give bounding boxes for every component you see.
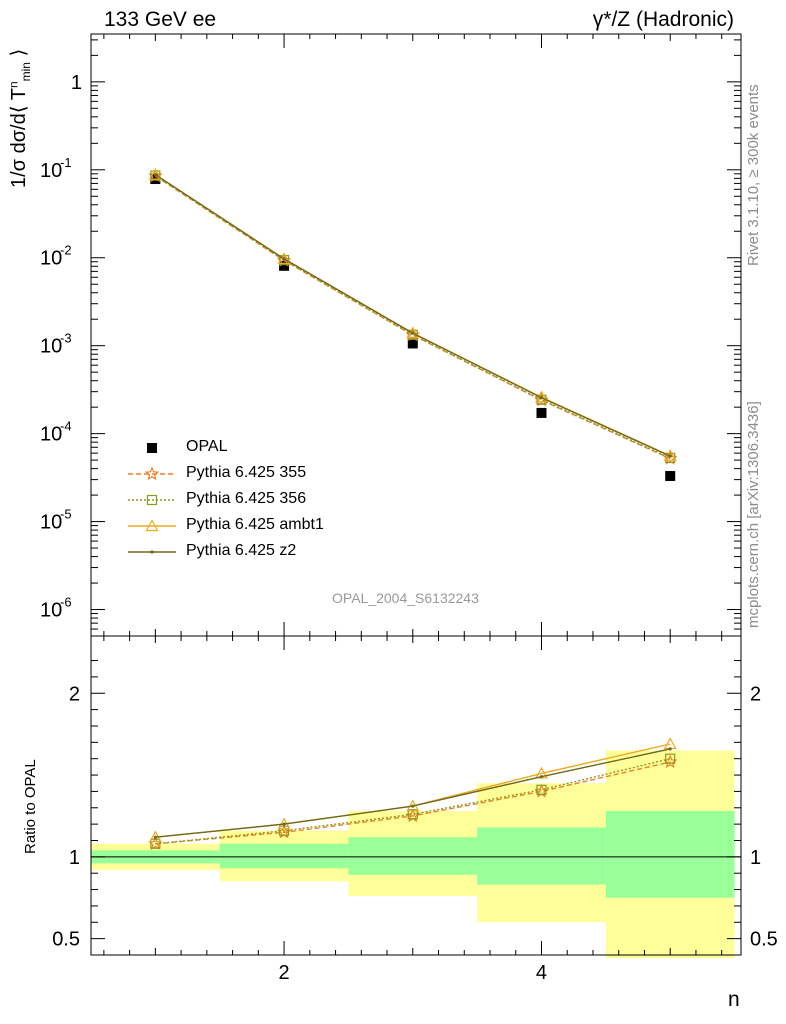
ratio-line-series-1 [155,761,671,845]
ratio-point-series-2-n1 [150,838,161,849]
main-point-series-0-n5 [665,470,676,481]
main-point-series-4-n2 [282,257,286,261]
legend-label-opal: OPAL [186,438,228,455]
legend-markers [128,443,176,554]
legend-label-356: Pythia 6.425 356 [186,490,307,507]
ratio-plot-frame [90,635,742,956]
ratio-point-series-4-n2 [282,822,286,826]
main-panel-series [148,167,678,481]
ratio-point-series-2-n2 [278,825,290,836]
y-label-sup: n [6,81,21,89]
y-tick-exponent-10^-1: -1 [60,155,72,170]
plot-title-right: γ*/Z (Hadronic) [592,8,734,31]
x-tick-label-4: 4 [536,962,547,984]
legend-marker-0 [147,443,157,453]
rivet-version-note: Rivet 3.1.10, ≥ 300k events [745,84,762,266]
y-tick-exponent-10^-2: -2 [60,243,72,258]
legend-label-ambt1: Pythia 6.425 ambt1 [186,516,324,533]
main-point-series-4-n3 [411,331,415,335]
main-line-series-1 [155,175,671,460]
x-tick-label-2: 2 [279,962,290,984]
main-point-series-3-n2 [277,252,291,265]
band-inner-3 [348,837,478,875]
ratio-y-tick-label-right-2: 2 [750,683,761,705]
ratio-y-tick-label-right-0.5: 0.5 [750,929,778,951]
band-inner-2 [219,843,349,869]
legend-label-355: Pythia 6.425 355 [186,464,307,481]
mcplots-reference-note: mcplots.cern.ch [arXiv:1306.3436] [745,401,762,628]
analysis-watermark: OPAL_2004_S6132243 [332,590,479,606]
ratio-point-series-3-n5 [663,737,677,750]
legend-marker-4 [150,550,154,554]
main-point-series-0-n2 [279,260,290,271]
y-tick-exponent-10^-6: -6 [60,595,72,610]
main-point-series-2-n1 [150,170,161,181]
main-line-series-3 [155,174,671,457]
ratio-point-series-2-n5 [665,753,676,764]
ratio-uncertainty-bands [91,750,735,959]
y-label-suffix: ⟩ [8,48,30,63]
y-axis-label-ratio: Ratio to OPAL [22,759,39,854]
main-point-series-4-n4 [539,396,544,400]
main-point-series-4-n1 [153,173,157,177]
legend-label-z2: Pythia 6.425 z2 [186,542,297,559]
y-tick-label-10^-1: 10 [40,160,62,182]
y-tick-label-10^-3: 10 [40,336,62,358]
ratio-panel-series [148,737,678,850]
ratio-point-series-4-n4 [539,775,544,779]
ratio-y-tick-label-2: 2 [69,683,80,705]
band-inner-4 [477,827,606,885]
y-tick-label-1: 1 [71,72,82,94]
ratio-point-series-4-n3 [411,804,415,808]
y-label-prefix: 1/σ dσ/d⟨ T [8,88,30,188]
main-point-series-0-n4 [536,407,547,418]
legend-marker-3 [145,519,159,532]
y-label-sub: min [19,62,33,82]
y-tick-label-10^-2: 10 [40,248,62,270]
main-point-series-2-n2 [278,255,290,266]
ratio-y-tick-label-1: 1 [69,847,80,869]
main-point-series-0-n3 [407,338,418,349]
ratio-point-series-4-n1 [153,835,157,839]
x-axis-label: n [728,988,740,1011]
ratio-y-tick-label-right-1: 1 [750,847,761,869]
ratio-point-series-2-n3 [407,809,418,820]
main-line-series-4 [155,174,671,457]
y-tick-label-10^-5: 10 [40,512,62,534]
plot-title-left: 133 GeV ee [104,8,217,31]
y-tick-label-10^-4: 10 [40,424,62,446]
main-line-series-2 [155,175,671,459]
ratio-y-tick-label-0.5: 0.5 [52,929,80,951]
y-tick-exponent-10^-5: -5 [60,507,72,522]
legend-marker-2 [146,494,158,506]
main-point-series-3-n1 [148,167,162,180]
band-inner-5 [605,811,735,898]
y-tick-exponent-10^-4: -4 [60,419,72,434]
y-tick-label-10^-6: 10 [40,600,62,622]
ratio-point-series-2-n4 [536,784,547,795]
main-point-series-3-n3 [406,326,420,339]
main-point-series-4-n5 [668,454,672,458]
y-tick-exponent-10^-3: -3 [60,331,72,346]
ratio-point-series-4-n5 [668,747,672,751]
y-axis-label-main: 1/σ dσ/d⟨ Tnmin ⟩ [6,49,33,188]
legend-marker-1 [144,466,160,481]
